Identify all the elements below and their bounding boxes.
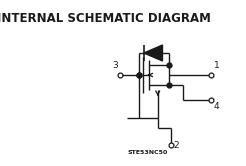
Text: 3: 3 bbox=[112, 61, 118, 70]
Text: INTERNAL SCHEMATIC DIAGRAM: INTERNAL SCHEMATIC DIAGRAM bbox=[0, 12, 211, 25]
Text: 4: 4 bbox=[214, 102, 220, 111]
Polygon shape bbox=[144, 45, 162, 61]
Text: 2: 2 bbox=[174, 140, 179, 150]
Text: STE53NC50: STE53NC50 bbox=[127, 150, 168, 155]
Text: 1: 1 bbox=[214, 61, 220, 70]
